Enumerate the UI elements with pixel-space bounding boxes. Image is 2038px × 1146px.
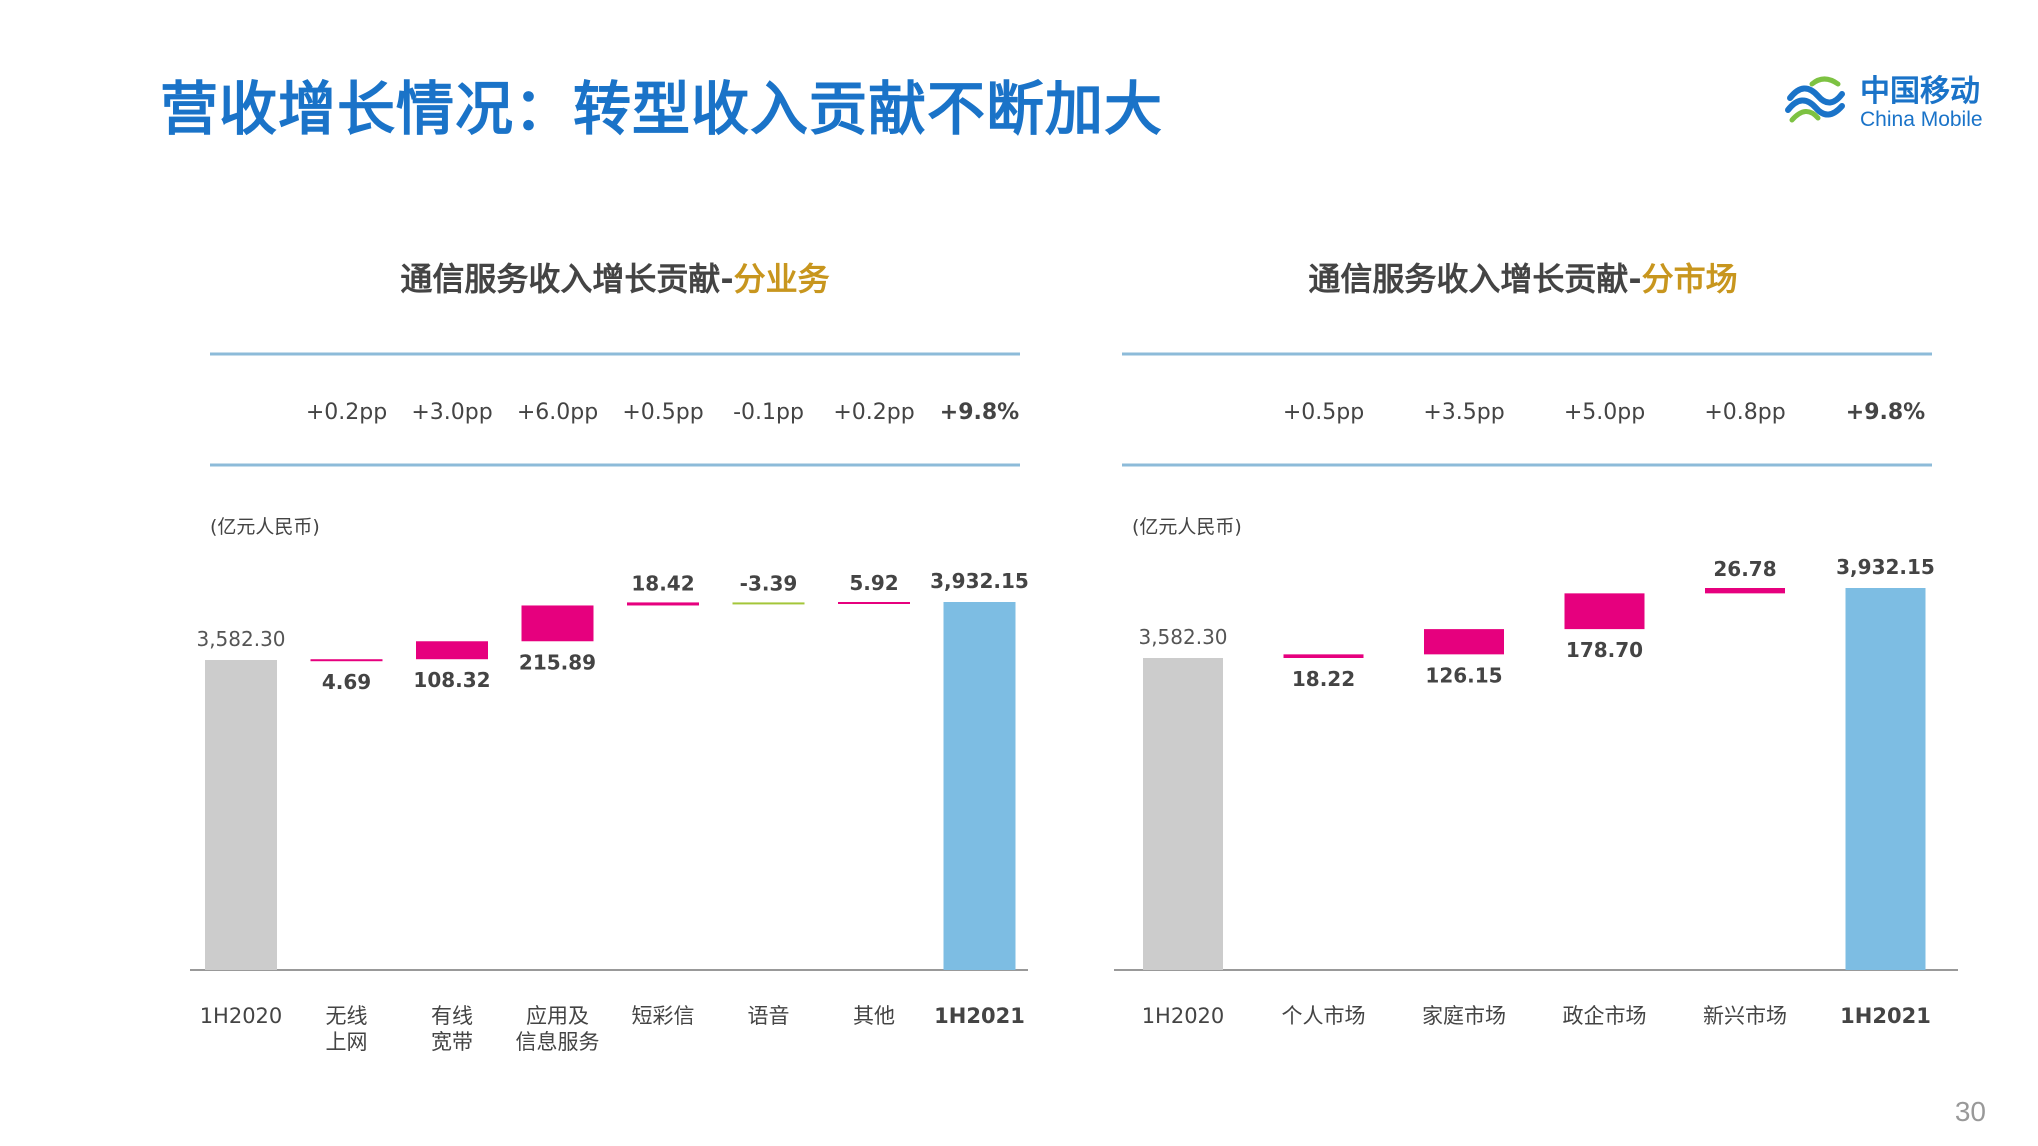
unit-label: (亿元人民币)	[1132, 516, 1242, 538]
data-label-7: 3,932.15	[930, 569, 1029, 593]
bar-4	[1705, 588, 1785, 594]
logo-text-cn: 中国移动	[1860, 74, 1980, 109]
bar-0	[205, 660, 277, 970]
bar-7	[943, 602, 1016, 970]
category-label-4: 新兴市场	[1703, 1004, 1787, 1028]
bar-4	[627, 602, 699, 606]
pp-label-1: +0.5pp	[1283, 400, 1364, 425]
category-label-1: 个人市场	[1282, 1004, 1366, 1028]
data-label-0: 3,582.30	[1138, 625, 1227, 649]
data-label-0: 3,582.30	[196, 627, 285, 651]
data-label-4: 18.42	[631, 571, 694, 595]
category-label-4: 短彩信	[632, 1004, 695, 1028]
category-label-7: 1H2021	[934, 1004, 1025, 1028]
data-label-6: 5.92	[849, 571, 898, 595]
category-label-5: 1H2021	[1840, 1004, 1931, 1028]
category-label-3: 政企市场	[1563, 1004, 1647, 1028]
data-label-1: 18.22	[1292, 667, 1355, 691]
logo-text-en: China Mobile	[1860, 108, 1983, 131]
china-mobile-logo: 中国移动 China Mobile	[1782, 66, 2002, 146]
bar-3	[521, 605, 594, 642]
data-label-3: 215.89	[519, 650, 596, 674]
category-label-6: 其他	[853, 1004, 895, 1028]
category-label-0: 1H2020	[200, 1004, 283, 1028]
pp-label-3: +6.0pp	[517, 400, 598, 425]
data-label-4: 26.78	[1713, 557, 1776, 581]
bar-2	[416, 641, 488, 660]
pp-label-7: +9.8%	[940, 400, 1019, 425]
chart-title-by-business: 通信服务收入增长贡献-分业务	[190, 254, 1040, 300]
pp-label-2: +3.5pp	[1423, 400, 1504, 425]
page-number: 30	[1954, 1096, 1986, 1127]
page-title: 营收增长情况：转型收入贡献不断加大	[160, 75, 1164, 143]
chart-panel-by-market: 通信服务收入增长贡献-分市场 (亿元人民币) 3,582.30 1H2020 18.…	[1098, 0, 1958, 1146]
bar-5	[732, 602, 805, 605]
category-label-3: 信息服务	[516, 1030, 600, 1054]
chart-title-highlight: 分市场	[1641, 260, 1738, 298]
category-label-2: 家庭市场	[1422, 1004, 1506, 1028]
category-label-1: 上网	[326, 1030, 368, 1054]
data-label-2: 126.15	[1425, 663, 1502, 687]
data-label-3: 178.70	[1566, 638, 1643, 662]
chart-title-by-market: 通信服务收入增长贡献-分市场	[1098, 254, 1948, 300]
bar-0	[1143, 658, 1223, 970]
data-label-1: 4.69	[322, 670, 371, 694]
waterfall-chart-by-market: 3,582.30 1H2020 18.22 +0.5pp 个人市场 126.15 +3.5p…	[1114, 352, 1958, 1028]
pp-label-4: +0.8pp	[1704, 400, 1785, 425]
pp-label-4: +0.5pp	[622, 400, 703, 425]
chart-title-prefix: 通信服务收入增长贡献-	[400, 260, 734, 298]
pp-label-3: +5.0pp	[1564, 400, 1645, 425]
chart-title-prefix: 通信服务收入增长贡献-	[1308, 260, 1642, 298]
unit-label: (亿元人民币)	[210, 516, 320, 538]
pp-label-1: +0.2pp	[306, 400, 387, 425]
data-label-5: 3,932.15	[1836, 555, 1935, 579]
category-label-5: 语音	[748, 1004, 790, 1028]
pp-label-6: +0.2pp	[833, 400, 914, 425]
bar-2	[1424, 629, 1504, 655]
chart-title-highlight: 分业务	[733, 260, 830, 298]
category-label-2: 有线	[431, 1004, 473, 1028]
pp-label-2: +3.0pp	[411, 400, 492, 425]
pp-label-5: -0.1pp	[733, 400, 804, 425]
category-label-0: 1H2020	[1142, 1004, 1225, 1028]
category-label-2: 宽带	[431, 1030, 473, 1054]
bar-1	[310, 659, 383, 662]
category-label-3: 应用及	[526, 1004, 589, 1028]
data-label-2: 108.32	[413, 668, 490, 692]
bar-3	[1564, 593, 1645, 630]
category-label-1: 无线	[326, 1004, 368, 1028]
bar-5	[1845, 588, 1926, 970]
chart-panel-by-business: 通信服务收入增长贡献-分业务 (亿元人民币) 3,582.30 1H2020 4.6…	[190, 0, 1040, 1146]
pp-label-5: +9.8%	[1846, 400, 1925, 425]
data-label-5: -3.39	[740, 571, 798, 595]
bar-6	[838, 602, 910, 604]
bar-1	[1283, 654, 1364, 658]
china-mobile-logo-icon	[1785, 76, 1845, 123]
